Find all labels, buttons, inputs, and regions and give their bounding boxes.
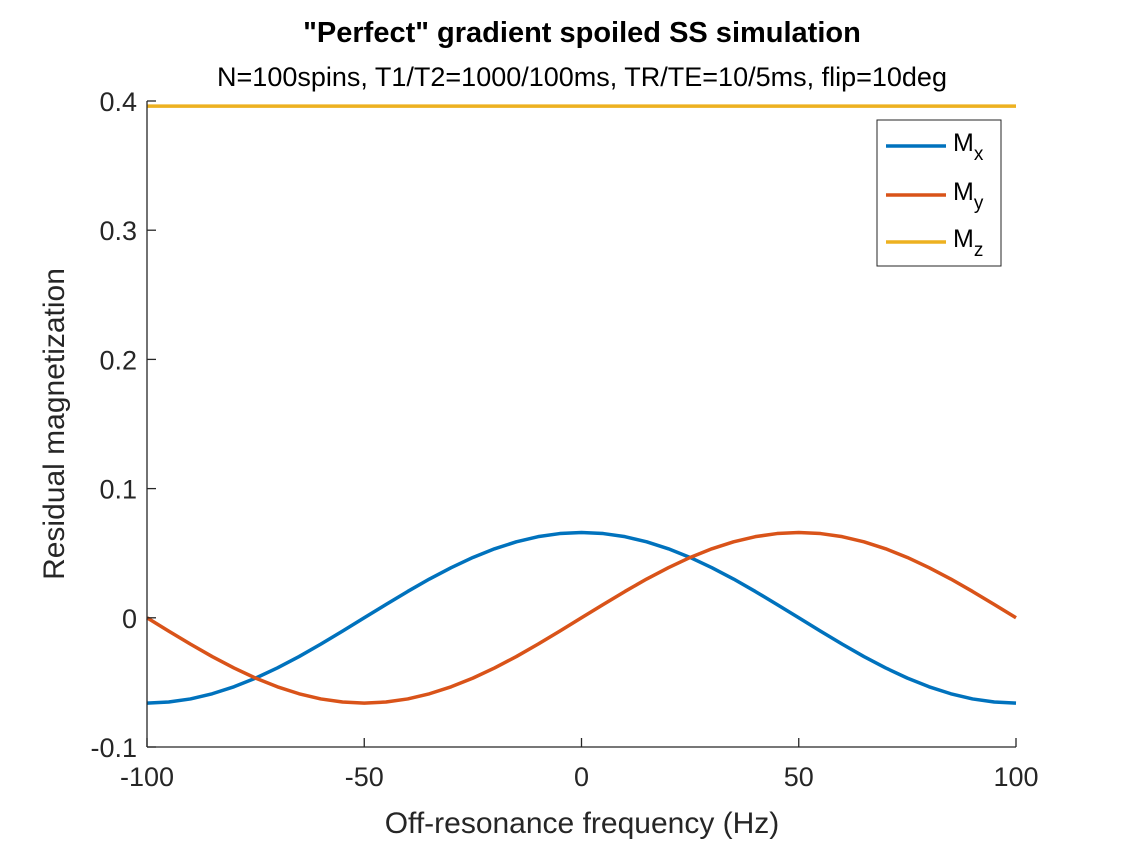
y-tick-label: 0.1 xyxy=(99,475,137,505)
chart-title: "Perfect" gradient spoiled SS simulation xyxy=(303,17,861,49)
legend: Mx My Mz xyxy=(876,119,1002,267)
plot-area xyxy=(147,101,1016,747)
legend-label-mx: Mx xyxy=(953,129,984,165)
x-tick-label: 100 xyxy=(993,762,1038,792)
x-axis-label: Off-resonance frequency (Hz) xyxy=(385,807,780,840)
y-tick-label: 0.2 xyxy=(99,345,137,375)
y-tick-label: 0.4 xyxy=(99,87,137,117)
x-tick-label: 0 xyxy=(574,762,589,792)
axes-layer xyxy=(146,100,1017,748)
series-line-mx xyxy=(146,530,1017,705)
series-line-my xyxy=(146,530,1017,705)
legend-label-my: My xyxy=(953,178,984,214)
chart-subtitle: N=100spins, T1/T2=1000/100ms, TR/TE=10/5… xyxy=(217,62,947,92)
y-tick-labels: -0.1 0 0.1 0.2 0.3 0.4 xyxy=(90,87,137,763)
y-tick-label: 0 xyxy=(122,604,137,634)
x-tick-label: -100 xyxy=(120,762,174,792)
y-tick-label: -0.1 xyxy=(90,733,137,763)
y-axis-label: Residual magnetization xyxy=(38,268,71,580)
y-tick-label: 0.3 xyxy=(99,216,137,246)
x-tick-label: -50 xyxy=(345,762,384,792)
x-tick-label: 50 xyxy=(784,762,814,792)
legend-label-mz: Mz xyxy=(953,225,983,261)
x-tick-labels: -100 -50 0 50 100 xyxy=(120,762,1039,792)
series-layer xyxy=(146,104,1017,705)
